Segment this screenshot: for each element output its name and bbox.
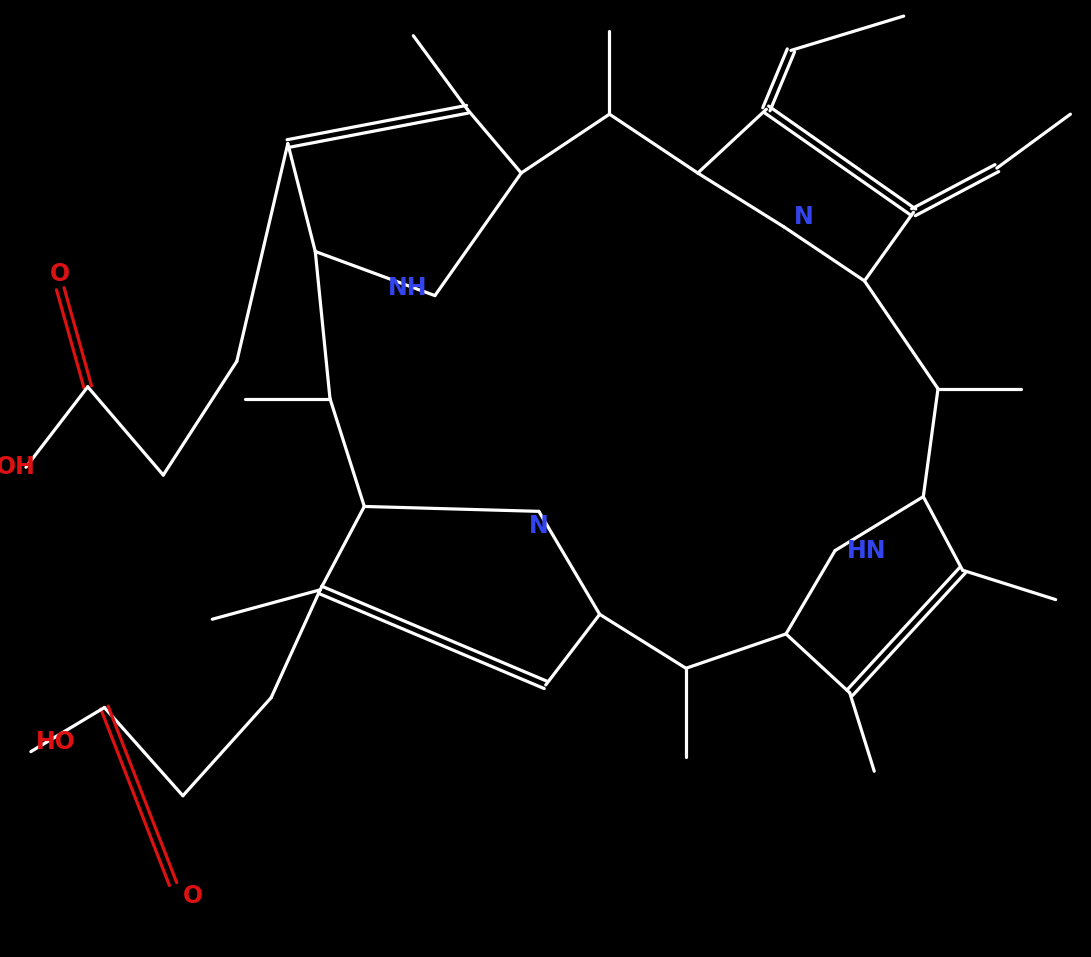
Text: HN: HN <box>847 539 886 563</box>
Text: OH: OH <box>0 456 36 479</box>
Text: N: N <box>529 514 549 538</box>
Text: O: O <box>50 262 70 286</box>
Text: NH: NH <box>387 276 428 300</box>
Text: O: O <box>182 883 203 908</box>
Text: HO: HO <box>35 730 75 754</box>
Text: N: N <box>794 205 814 229</box>
